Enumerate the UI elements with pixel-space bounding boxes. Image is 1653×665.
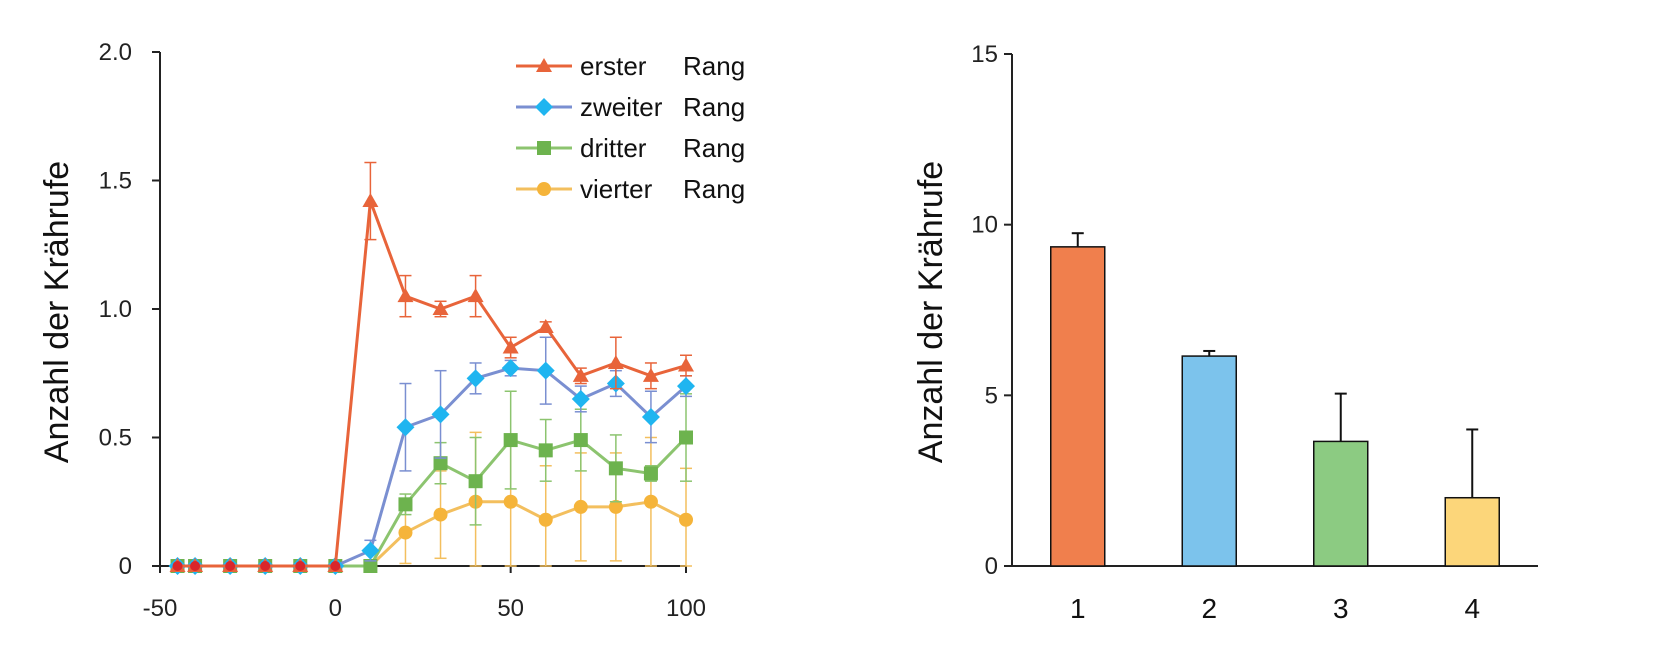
data-point-vierter (538, 512, 553, 527)
y-tick-label: 10 (971, 212, 998, 239)
data-point-dritter (433, 456, 448, 471)
data-point-zweiter (677, 377, 695, 396)
bar-2 (1181, 355, 1237, 567)
data-point-erster (572, 367, 589, 382)
data-point-vierter (643, 494, 658, 509)
data-point-erster (397, 288, 414, 303)
bar-category-label: 3 (1333, 593, 1349, 624)
bar-3 (1313, 440, 1369, 567)
legend-rank-erster: Rang (683, 51, 745, 81)
bar-category-label: 1 (1070, 593, 1086, 624)
x-tick-label: 0 (329, 595, 342, 622)
y-tick-label: 15 (971, 41, 998, 68)
data-point-dritter (538, 443, 553, 458)
line-chart-series (168, 161, 695, 575)
y-tick-label: 0 (119, 553, 132, 580)
legend-rank-zweiter: Rang (683, 92, 745, 122)
bar-chart-y-axis-label: Anzahl der Krährufe (912, 161, 950, 463)
legend-rank-vierter: Rang (683, 174, 745, 204)
data-point-dritter (363, 559, 378, 573)
line-chart-axes: 0 0.5 1.0 1.5 2.0 -50 0 50 100 (99, 39, 706, 622)
data-point-erster (362, 193, 379, 208)
data-point-zweiter (571, 389, 590, 408)
legend-rank-dritter: Rang (683, 133, 745, 163)
series-vierter (170, 431, 693, 573)
data-point-zweiter (431, 405, 450, 424)
bar-group-3: 3 (1313, 392, 1369, 624)
data-point-erster (678, 357, 694, 372)
series-line-vierter (177, 500, 687, 568)
bar-group-2: 2 (1181, 349, 1237, 624)
baseline-point (260, 561, 271, 571)
data-point-erster (432, 301, 449, 315)
bar-group-4: 4 (1444, 428, 1500, 624)
y-tick-label: 1.0 (99, 296, 132, 323)
legend-label-zweiter: zweiter (580, 92, 663, 122)
data-point-vierter (573, 499, 588, 514)
series-line-dritter (177, 436, 688, 568)
bar-1 (1050, 246, 1106, 567)
data-point-erster (642, 367, 659, 382)
data-point-dritter (679, 430, 693, 445)
x-tick-label: 100 (666, 595, 706, 622)
baseline-point (172, 561, 183, 571)
data-point-dritter (573, 433, 588, 448)
baseline-point (190, 561, 201, 571)
bar-chart-bars: 1 2 3 4 (1050, 232, 1500, 624)
bar-category-label: 2 (1201, 593, 1217, 624)
line-chart-legend: erster Rang zweiter Rang dritter Rang vierter R… (516, 51, 745, 204)
line-chart-y-axis-label: Anzahl der Krährufe (38, 161, 76, 463)
bar-chart: Anzahl der Krährufe 0 5 10 15 1 2 3 4 (912, 41, 1538, 624)
data-point-zweiter (361, 541, 380, 560)
y-tick-label: 0.5 (99, 425, 132, 452)
data-point-dritter (468, 474, 483, 489)
bar-category-label: 4 (1464, 593, 1480, 624)
data-point-erster (502, 339, 519, 354)
y-tick-label: 5 (985, 382, 998, 409)
data-point-vierter (503, 494, 518, 509)
data-point-erster (537, 318, 554, 333)
data-point-erster (467, 288, 484, 303)
data-point-zweiter (466, 369, 485, 388)
data-point-dritter (608, 461, 623, 476)
legend-marker-dritter (537, 141, 551, 155)
data-point-dritter (398, 497, 413, 512)
line-chart: Anzahl der Krährufe 0 0.5 1.0 1.5 2.0 -50 0 50 1… (38, 39, 745, 622)
legend-marker-erster (536, 58, 552, 72)
legend-marker-vierter (537, 182, 551, 196)
bar-group-1: 1 (1050, 232, 1106, 624)
data-point-zweiter (501, 359, 520, 378)
legend-label-erster: erster (580, 51, 647, 81)
legend-label-dritter: dritter (580, 133, 647, 163)
baseline-point (295, 561, 306, 571)
y-tick-label: 1.5 (99, 168, 132, 195)
legend-label-vierter: vierter (580, 174, 653, 204)
data-point-zweiter (536, 361, 555, 380)
data-point-dritter (643, 466, 658, 481)
x-tick-label: -50 (143, 595, 178, 622)
series-dritter (170, 390, 693, 573)
data-point-vierter (398, 525, 413, 540)
x-tick-label: 50 (497, 595, 524, 622)
series-line-erster (177, 200, 687, 568)
data-point-dritter (503, 433, 518, 448)
data-point-vierter (679, 512, 693, 527)
data-point-vierter (608, 499, 623, 514)
y-tick-label: 2.0 (99, 39, 132, 66)
data-point-zweiter (396, 418, 415, 437)
legend-marker-zweiter (535, 98, 553, 116)
baseline-point (225, 561, 236, 571)
data-point-vierter (433, 507, 448, 522)
data-point-erster (607, 354, 624, 369)
y-tick-label: 0 (985, 553, 998, 580)
bar-4 (1444, 496, 1500, 567)
data-point-zweiter (641, 407, 660, 426)
baseline-point (330, 561, 341, 571)
